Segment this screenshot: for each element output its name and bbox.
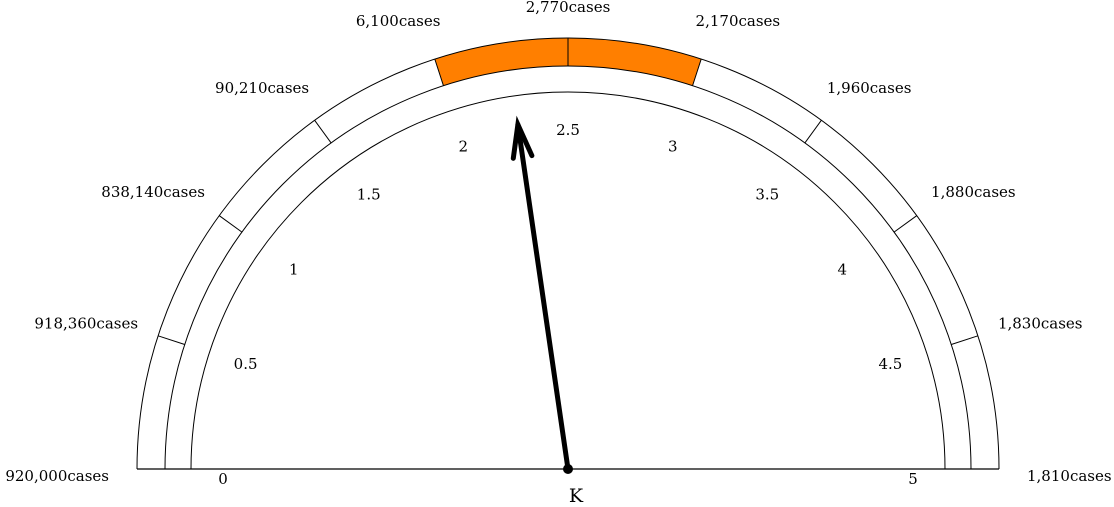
tick-labels: 0 0.5 1 1.5 2 2.5 3 3.5 4 4.5 5 [218, 121, 918, 488]
tick-label: 3 [668, 138, 678, 156]
needle-arrowhead [510, 115, 535, 161]
tick-label: 3.5 [755, 186, 779, 204]
tick-label: 0.5 [234, 355, 258, 373]
band-divider [314, 120, 332, 144]
outer-label: 920,000cases [5, 467, 109, 485]
tick-label: 2.5 [556, 121, 580, 139]
needle-pivot [563, 464, 573, 474]
needle-shaft [515, 122, 571, 472]
gauge-arc-1 [190, 91, 946, 470]
band-divider [893, 215, 917, 233]
outer-label: 918,360cases [34, 314, 138, 332]
tick-label: 1 [289, 261, 299, 279]
outer-label: 90,210cases [215, 79, 309, 97]
band-divider [434, 58, 444, 86]
outer-label: 1,960cases [827, 79, 912, 97]
tick-label: 1.5 [357, 186, 381, 204]
outer-label: 2,170cases [696, 12, 781, 30]
band-divider [219, 215, 243, 233]
outer-label: 1,830cases [998, 314, 1083, 332]
outer-label: 1,810cases [1027, 467, 1112, 485]
outer-label: 2,770cases [526, 0, 611, 16]
needle [510, 115, 573, 474]
outer-label: 838,140cases [101, 183, 205, 201]
needle-label: K [569, 485, 584, 507]
band-divider [804, 120, 822, 144]
gauge-arc-3 [136, 37, 1000, 470]
tick-label: 5 [908, 470, 918, 488]
tick-label: 2 [458, 138, 468, 156]
tick-label: 4 [837, 261, 847, 279]
outer-label: 1,880cases [931, 183, 1016, 201]
band-divider [692, 58, 702, 86]
tick-label: 4.5 [878, 355, 902, 373]
tick-label: 0 [218, 470, 228, 488]
outer-labels: 920,000cases 918,360cases 838,140cases 90,2… [5, 0, 1111, 485]
gauge-arcs [136, 37, 1000, 470]
outer-label: 6,100cases [356, 12, 441, 30]
band-divider [951, 335, 979, 345]
band-divider [157, 335, 185, 345]
